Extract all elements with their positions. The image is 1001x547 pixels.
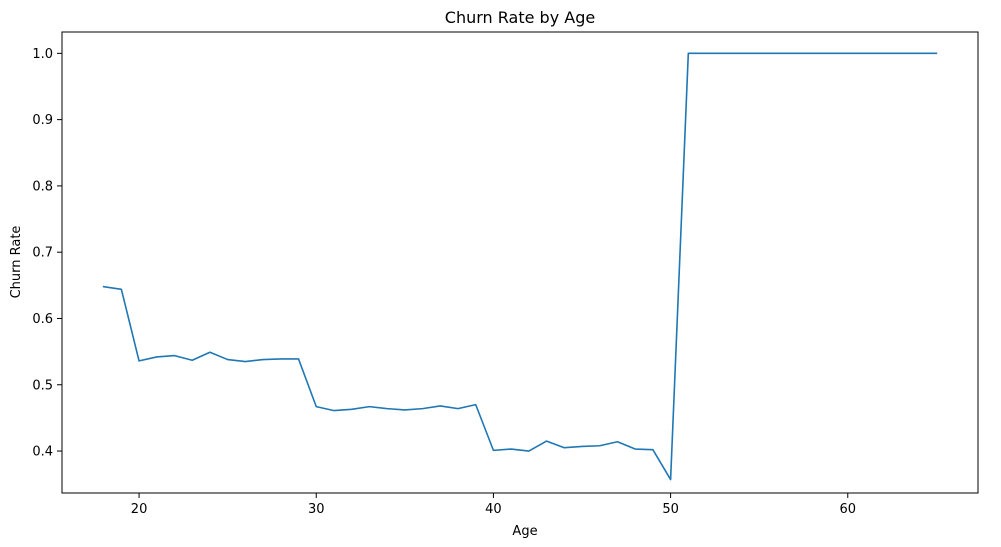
y-axis-title: Churn Rate xyxy=(9,226,24,299)
y-tick-label: 0.9 xyxy=(32,113,53,128)
y-tick-label: 0.5 xyxy=(32,378,53,393)
series-layer xyxy=(102,52,938,481)
y-tick-label: 1.0 xyxy=(32,47,53,62)
x-axis-ticks: 20 30 40 50 60 xyxy=(131,493,856,517)
x-axis-title: Age xyxy=(512,524,537,539)
y-tick-label: 0.4 xyxy=(32,445,53,460)
y-tick-label: 0.6 xyxy=(32,312,53,327)
plot-frame xyxy=(61,31,979,494)
x-tick-label: 60 xyxy=(840,502,857,517)
x-tick-label: 50 xyxy=(662,502,679,517)
churn-rate-line xyxy=(102,52,938,481)
chart-title: Churn Rate by Age xyxy=(445,8,595,27)
x-tick-label: 30 xyxy=(308,502,325,517)
x-tick-label: 20 xyxy=(131,502,148,517)
x-tick-label: 40 xyxy=(485,502,502,517)
y-tick-label: 0.7 xyxy=(32,246,53,261)
plot-area xyxy=(62,32,978,493)
y-axis-ticks: 0.4 0.5 0.6 0.7 0.8 0.9 1.0 xyxy=(32,47,62,460)
y-tick-label: 0.8 xyxy=(32,179,53,194)
